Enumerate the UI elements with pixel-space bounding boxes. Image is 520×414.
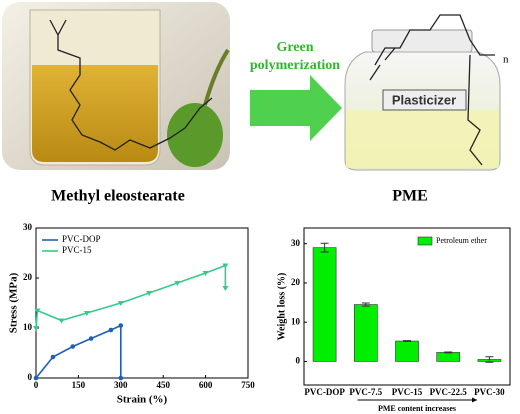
jar-liquid [346,110,499,168]
plot-frame [35,227,249,379]
legend-label: PVC-15 [62,245,92,255]
marker [70,344,76,349]
y-tick-label: 10 [291,316,301,326]
x-tick-label: 600 [199,380,213,390]
x-tick-label: PVC-15 [392,387,423,397]
legend-label: Petroleum ether [436,236,487,245]
plot-frame [303,227,511,386]
arrow-label: Green [276,40,313,55]
annotation-arrowhead [472,397,478,403]
bar [395,340,419,362]
x-tick-label: 750 [241,380,255,390]
marker [202,271,209,276]
y-tick-label: 30 [291,238,301,248]
marker [33,326,39,331]
oil [32,65,158,162]
x-axis-label: Strain (%) [117,394,168,406]
marker [222,286,229,291]
marker [222,263,229,269]
jar-label-box [382,89,467,111]
x-tick-label: 300 [114,380,128,390]
marker [117,301,124,306]
marker [34,308,41,314]
error-bar [444,351,453,354]
marker [50,354,56,360]
caption: Methyl eleostearate [51,188,185,205]
x-tick-label: 150 [72,380,86,390]
marker [88,336,94,341]
marker [33,375,39,381]
y-tick-label: 0 [28,372,33,382]
y-tick-label: 20 [23,272,33,282]
arrow-label: polymerization [250,58,340,73]
x-tick-label: PVC-30 [474,387,505,397]
polymer [369,14,495,166]
y-tick-label: 0 [296,356,301,366]
error-bar [485,356,494,363]
error-bar [403,340,411,342]
marker [108,327,114,333]
x-tick-label: PVC-7.5 [349,387,382,397]
y-axis-label: Weight loss (%) [276,273,287,341]
caption: PME [392,188,428,205]
jar-lid [371,29,473,53]
series-line [35,324,122,379]
series-line [35,264,227,329]
error-bar [320,242,329,253]
olive [167,103,223,167]
polymer-subscript: n [503,54,509,66]
marker [118,323,124,328]
marker [174,281,181,286]
marker [58,318,65,324]
arrow [250,75,342,141]
y-tick-label: 30 [23,222,33,232]
molecule [49,19,213,151]
marker [83,311,90,316]
annotation: PME content increases [378,404,456,413]
marker [146,291,153,296]
x-tick-label: 450 [156,380,170,390]
error-bar [361,302,370,307]
bar [312,247,337,362]
y-tick-label: 10 [23,322,33,332]
stem [203,48,230,106]
bar [436,352,461,362]
jar-label: Plasticizer [392,92,456,107]
bar [353,304,378,362]
x-tick-label: 0 [34,380,39,390]
x-tick-label: PVC-22.5 [430,387,468,397]
legend-label: PVC-DOP [62,234,101,244]
marker [118,375,124,381]
y-tick-label: 20 [291,277,301,287]
x-tick-label: PVC-DOP [304,387,345,397]
y-axis-label: Stress (MPa) [8,272,20,333]
legend-swatch [417,236,433,246]
